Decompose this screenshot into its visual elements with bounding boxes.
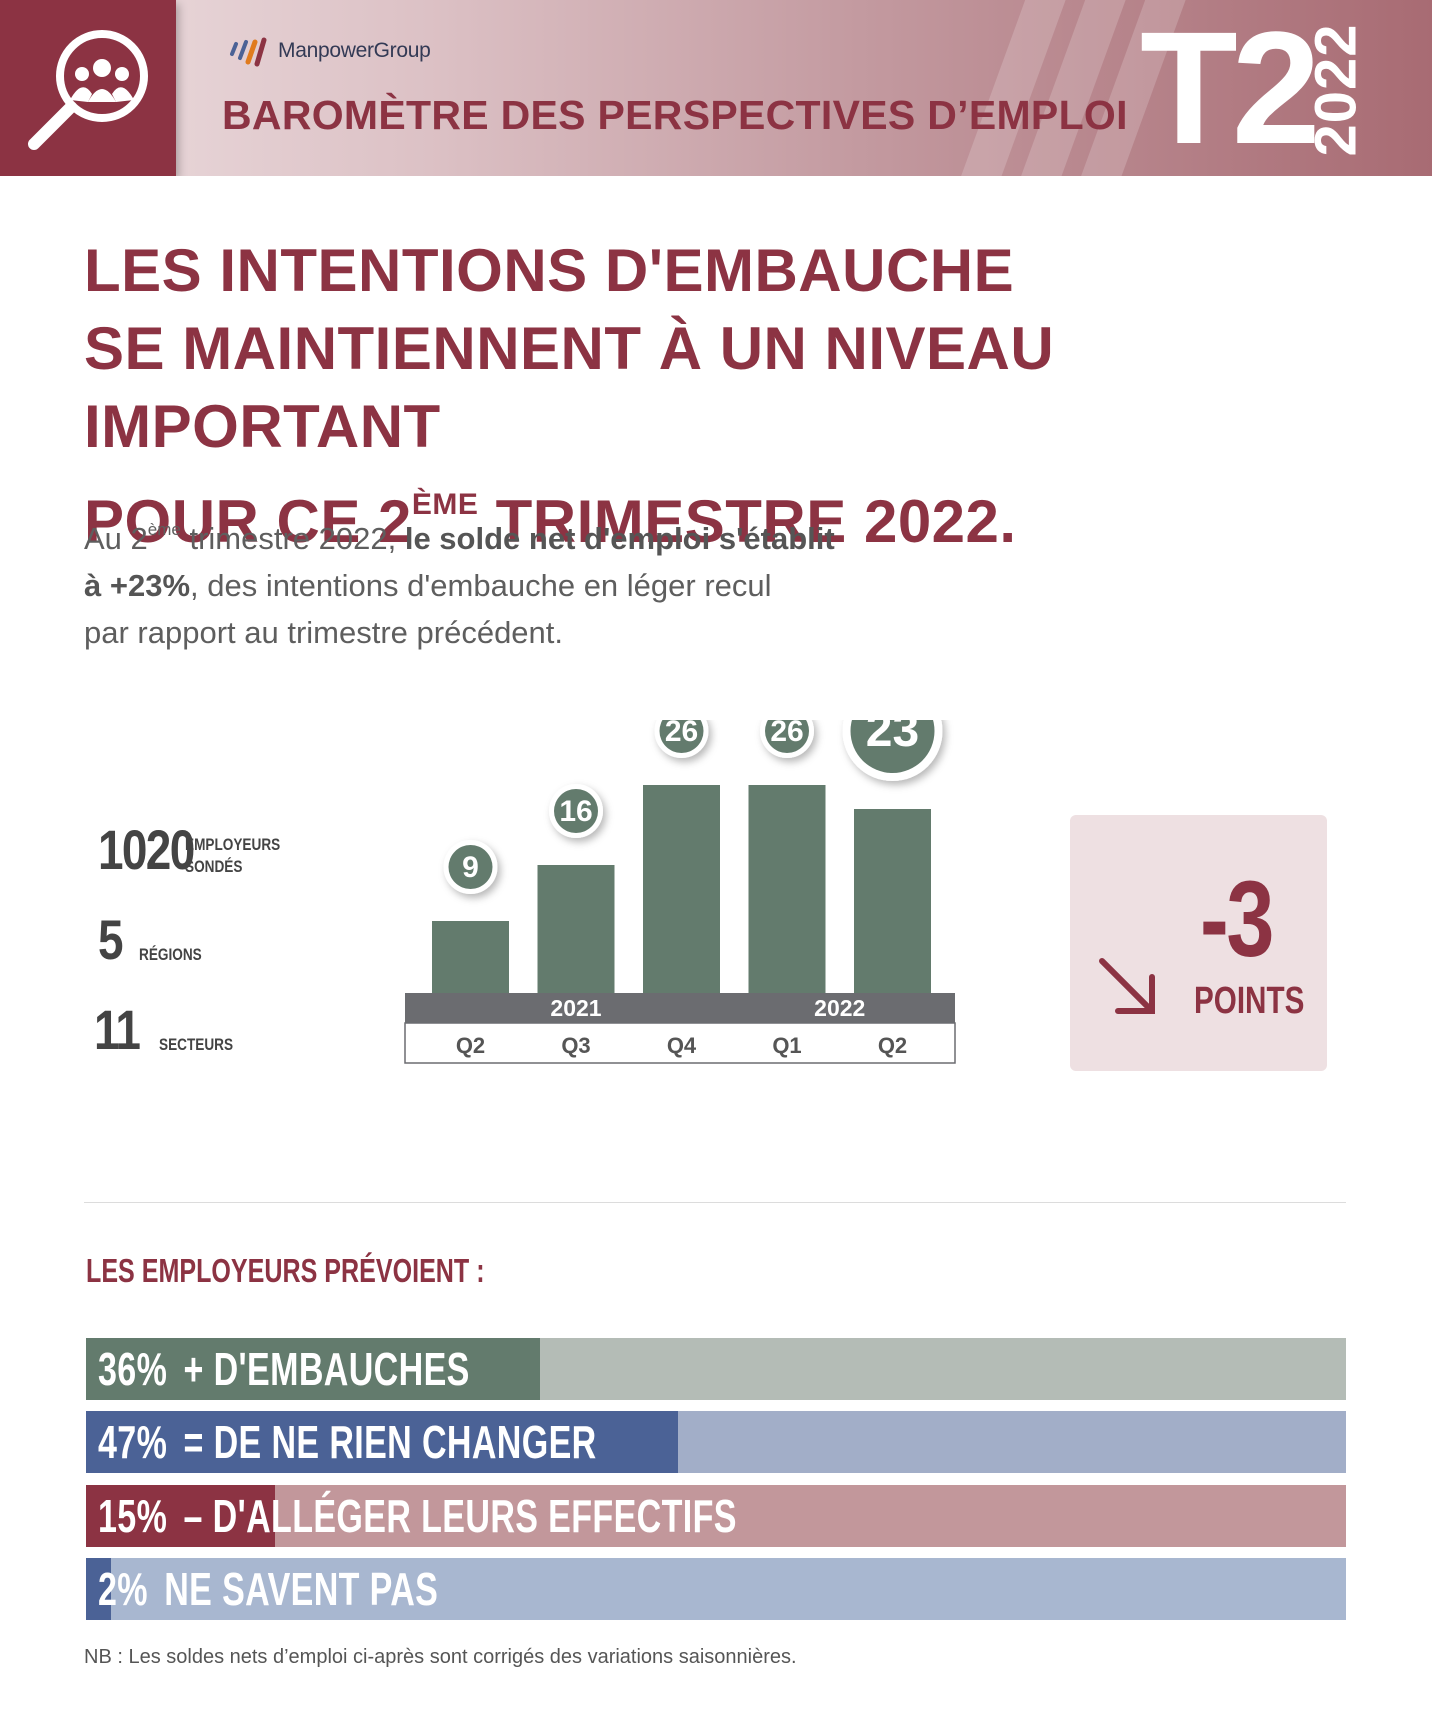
breakdown-fill xyxy=(86,1558,112,1620)
breakdown-bar-no-change: 47% = DE NE RIEN CHANGER xyxy=(86,1411,1346,1473)
arrow-down-right-icon xyxy=(1099,958,1155,1014)
breakdown-bar-reduce: 15% – D'ALLÉGER LEURS EFFECTIFS xyxy=(86,1485,1346,1547)
data-label-3: 26 xyxy=(760,720,814,758)
stat-label: EMPLOYEURS SONDÉS xyxy=(184,835,280,876)
stat-label: SECTEURS xyxy=(159,1035,234,1054)
stat-regions: 5 RÉGIONS xyxy=(98,912,218,968)
bar-2 xyxy=(643,785,720,993)
bar-4 xyxy=(854,809,931,993)
footnote: NB : Les soldes nets d’emploi ci-après s… xyxy=(84,1646,797,1668)
breakdown-track xyxy=(86,1485,1346,1547)
bar-1 xyxy=(537,865,615,993)
breakdown-fill xyxy=(86,1485,275,1547)
breakdown-fill xyxy=(86,1411,679,1473)
breakdown-label: 2% NE SAVENT PAS xyxy=(98,1563,439,1615)
data-label-text: 26 xyxy=(665,720,698,748)
data-label-text: 9 xyxy=(462,851,479,884)
headline-line-1: LES INTENTIONS D'EMBAUCHE xyxy=(84,237,1015,304)
data-label-text: 26 xyxy=(770,720,803,748)
stat-sectors: 11 SECTEURS xyxy=(94,1002,252,1058)
bar-0 xyxy=(432,921,509,993)
manpowergroup-logo: ManpowerGroup xyxy=(226,34,431,68)
quarter-tick-2: Q4 xyxy=(667,1033,697,1058)
breakdown-fill xyxy=(86,1338,540,1400)
search-people-icon xyxy=(0,0,176,176)
logo-text: ManpowerGroup xyxy=(278,39,431,62)
breakdown-bar-dont-know: 2% NE SAVENT PAS xyxy=(86,1558,1346,1620)
headline-line-3: POUR CE 2ÈME TRIMESTRE 2022. xyxy=(84,488,1017,555)
data-label-text: 16 xyxy=(559,795,592,828)
quarter-band xyxy=(404,1022,956,1064)
page-headline: LES INTENTIONS D'EMBAUCHE SE MAINTIENNEN… xyxy=(84,232,1384,561)
headline-line-2: SE MAINTIENNENT À UN NIVEAU IMPORTANT xyxy=(84,315,1055,460)
breakdown-title: LES EMPLOYEURS PRÉVOIENT : xyxy=(86,1252,485,1289)
breakdown-bar-hire-more: 36% + D'EMBAUCHES xyxy=(86,1338,1346,1400)
year-tick-0: 2021 xyxy=(550,995,601,1021)
breakdown-label: 15% – D'ALLÉGER LEURS EFFECTIFS xyxy=(98,1490,737,1542)
delta-unit: POINTS xyxy=(1194,980,1305,1022)
data-label-4: 23 xyxy=(842,720,943,781)
breakdown-track xyxy=(86,1558,1346,1620)
quarter-tick-1: Q3 xyxy=(561,1033,590,1058)
stat-employers: 1020 EMPLOYEURS SONDÉS xyxy=(98,822,304,878)
year-band xyxy=(405,993,955,1023)
banner-title: BAROMÈTRE DES PERSPECTIVES D’EMPLOI xyxy=(222,92,1128,138)
net-employment-chart: 9 16 26 26 23 2021 2022 Q2 Q3 Q4 Q1 Q2 xyxy=(404,720,956,1064)
data-label-1: 16 xyxy=(549,784,603,838)
quarter-label: T2 xyxy=(1140,0,1321,176)
stat-value: 5 xyxy=(98,908,124,971)
divider xyxy=(84,1202,1346,1203)
quarter-tick-0: Q2 xyxy=(456,1033,485,1058)
quarter-tick-4: Q2 xyxy=(878,1033,907,1058)
delta-value: -3 xyxy=(1200,858,1274,979)
year-tick-1: 2022 xyxy=(814,995,865,1021)
data-label-0: 9 xyxy=(443,840,498,894)
breakdown-label: 36% + D'EMBAUCHES xyxy=(98,1343,470,1395)
quarter-tick-3: Q1 xyxy=(772,1033,801,1058)
logo-mark-icon xyxy=(230,37,267,67)
data-label-text: 23 xyxy=(866,720,919,757)
delta-box: -3 POINTS xyxy=(1070,815,1327,1071)
intro-paragraph: Au 2ème trimestre 2022, le solde net d'e… xyxy=(84,520,835,650)
stat-label: RÉGIONS xyxy=(139,945,202,964)
stat-value: 1020 xyxy=(98,818,195,881)
data-label-2: 26 xyxy=(654,720,709,758)
breakdown-label: 47% = DE NE RIEN CHANGER xyxy=(98,1416,597,1468)
bar-3 xyxy=(748,785,826,993)
stat-value: 11 xyxy=(94,998,141,1061)
year-label: 2022 xyxy=(1303,23,1369,157)
header-banner: ManpowerGroup BAROMÈTRE DES PERSPECTIVES… xyxy=(0,0,1432,176)
